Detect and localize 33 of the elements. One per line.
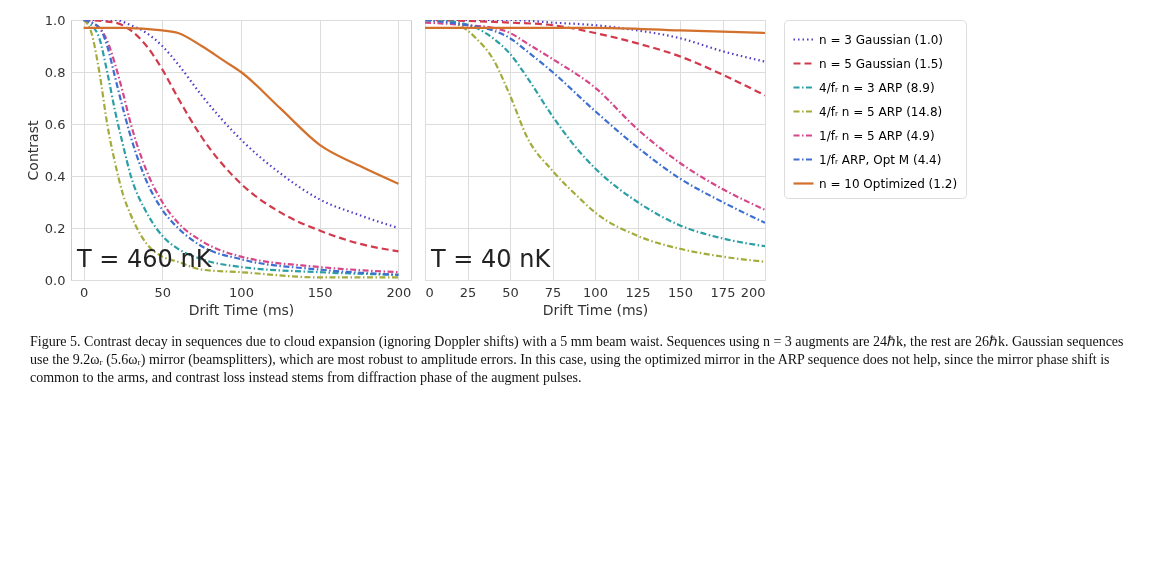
x-tick-label: 175: [710, 284, 736, 300]
x-tick-label: 100: [229, 284, 254, 300]
y-tick-label: 0.6: [44, 116, 66, 132]
y-tick-label: 0.4: [44, 168, 66, 184]
x-tick-label: 200: [386, 284, 412, 300]
x-tick-label: 200: [740, 284, 766, 300]
y-tick-label: 0.8: [44, 64, 66, 80]
annotation: T = 40 nK: [430, 245, 552, 273]
legend-label: 1/fᵣ n = 5 ARP (4.9): [819, 128, 935, 143]
x-tick-label: 75: [544, 284, 562, 300]
legend-label: 4/fᵣ n = 5 ARP (14.8): [819, 104, 943, 119]
line-series: [82, 26, 400, 185]
y-tick-label: 1.0: [44, 12, 66, 28]
x-tick-label: 150: [668, 284, 693, 300]
caption: Figure 5. Contrast decay in sequences due to cloud expansion (ignoring Doppler shifts) with a 5 mm beam waist. Sequences using n = 3 augments are 24ℏk, the rest are 26ℏk. Gaussian sequences use the 9.2ωᵣ (5.6ωᵣ) mirror (beamsplitters), which are most robust to amplitude errors. In this case, using the optimized mirror in the ARP sequence does not help, since the mirror phase shift is common to the arms, and contrast loss instead stems from diffraction phase of the augment pulses.: [30, 333, 1125, 388]
x-tick-label: 100: [583, 284, 608, 300]
legend-label: n = 10 Optimized (1.2): [819, 176, 958, 191]
legend-label: 1/fᵣ ARP, Opt M (4.4): [819, 152, 942, 167]
x-tick-label: 25: [459, 284, 477, 300]
x-axis-title: Drift Time (ms): [188, 301, 295, 318]
x-tick-label: 125: [625, 284, 651, 300]
legend-label: n = 3 Gaussian (1.0): [819, 32, 944, 47]
x-tick-label: 0: [425, 284, 434, 300]
x-tick-label: 0: [79, 284, 89, 300]
x-tick-label: 150: [307, 284, 333, 300]
y-tick-label: 0.2: [44, 220, 66, 236]
y-tick-label: 0.0: [44, 272, 66, 288]
x-tick-label: 50: [502, 284, 519, 300]
x-axis-title: Drift Time (ms): [542, 301, 649, 318]
legend-label: 4/fᵣ n = 3 ARP (8.9): [819, 80, 935, 95]
legend-label: n = 5 Gaussian (1.5): [819, 56, 944, 71]
x-tick-label: 50: [154, 284, 172, 300]
y-axis-title: Contrast: [24, 120, 41, 181]
